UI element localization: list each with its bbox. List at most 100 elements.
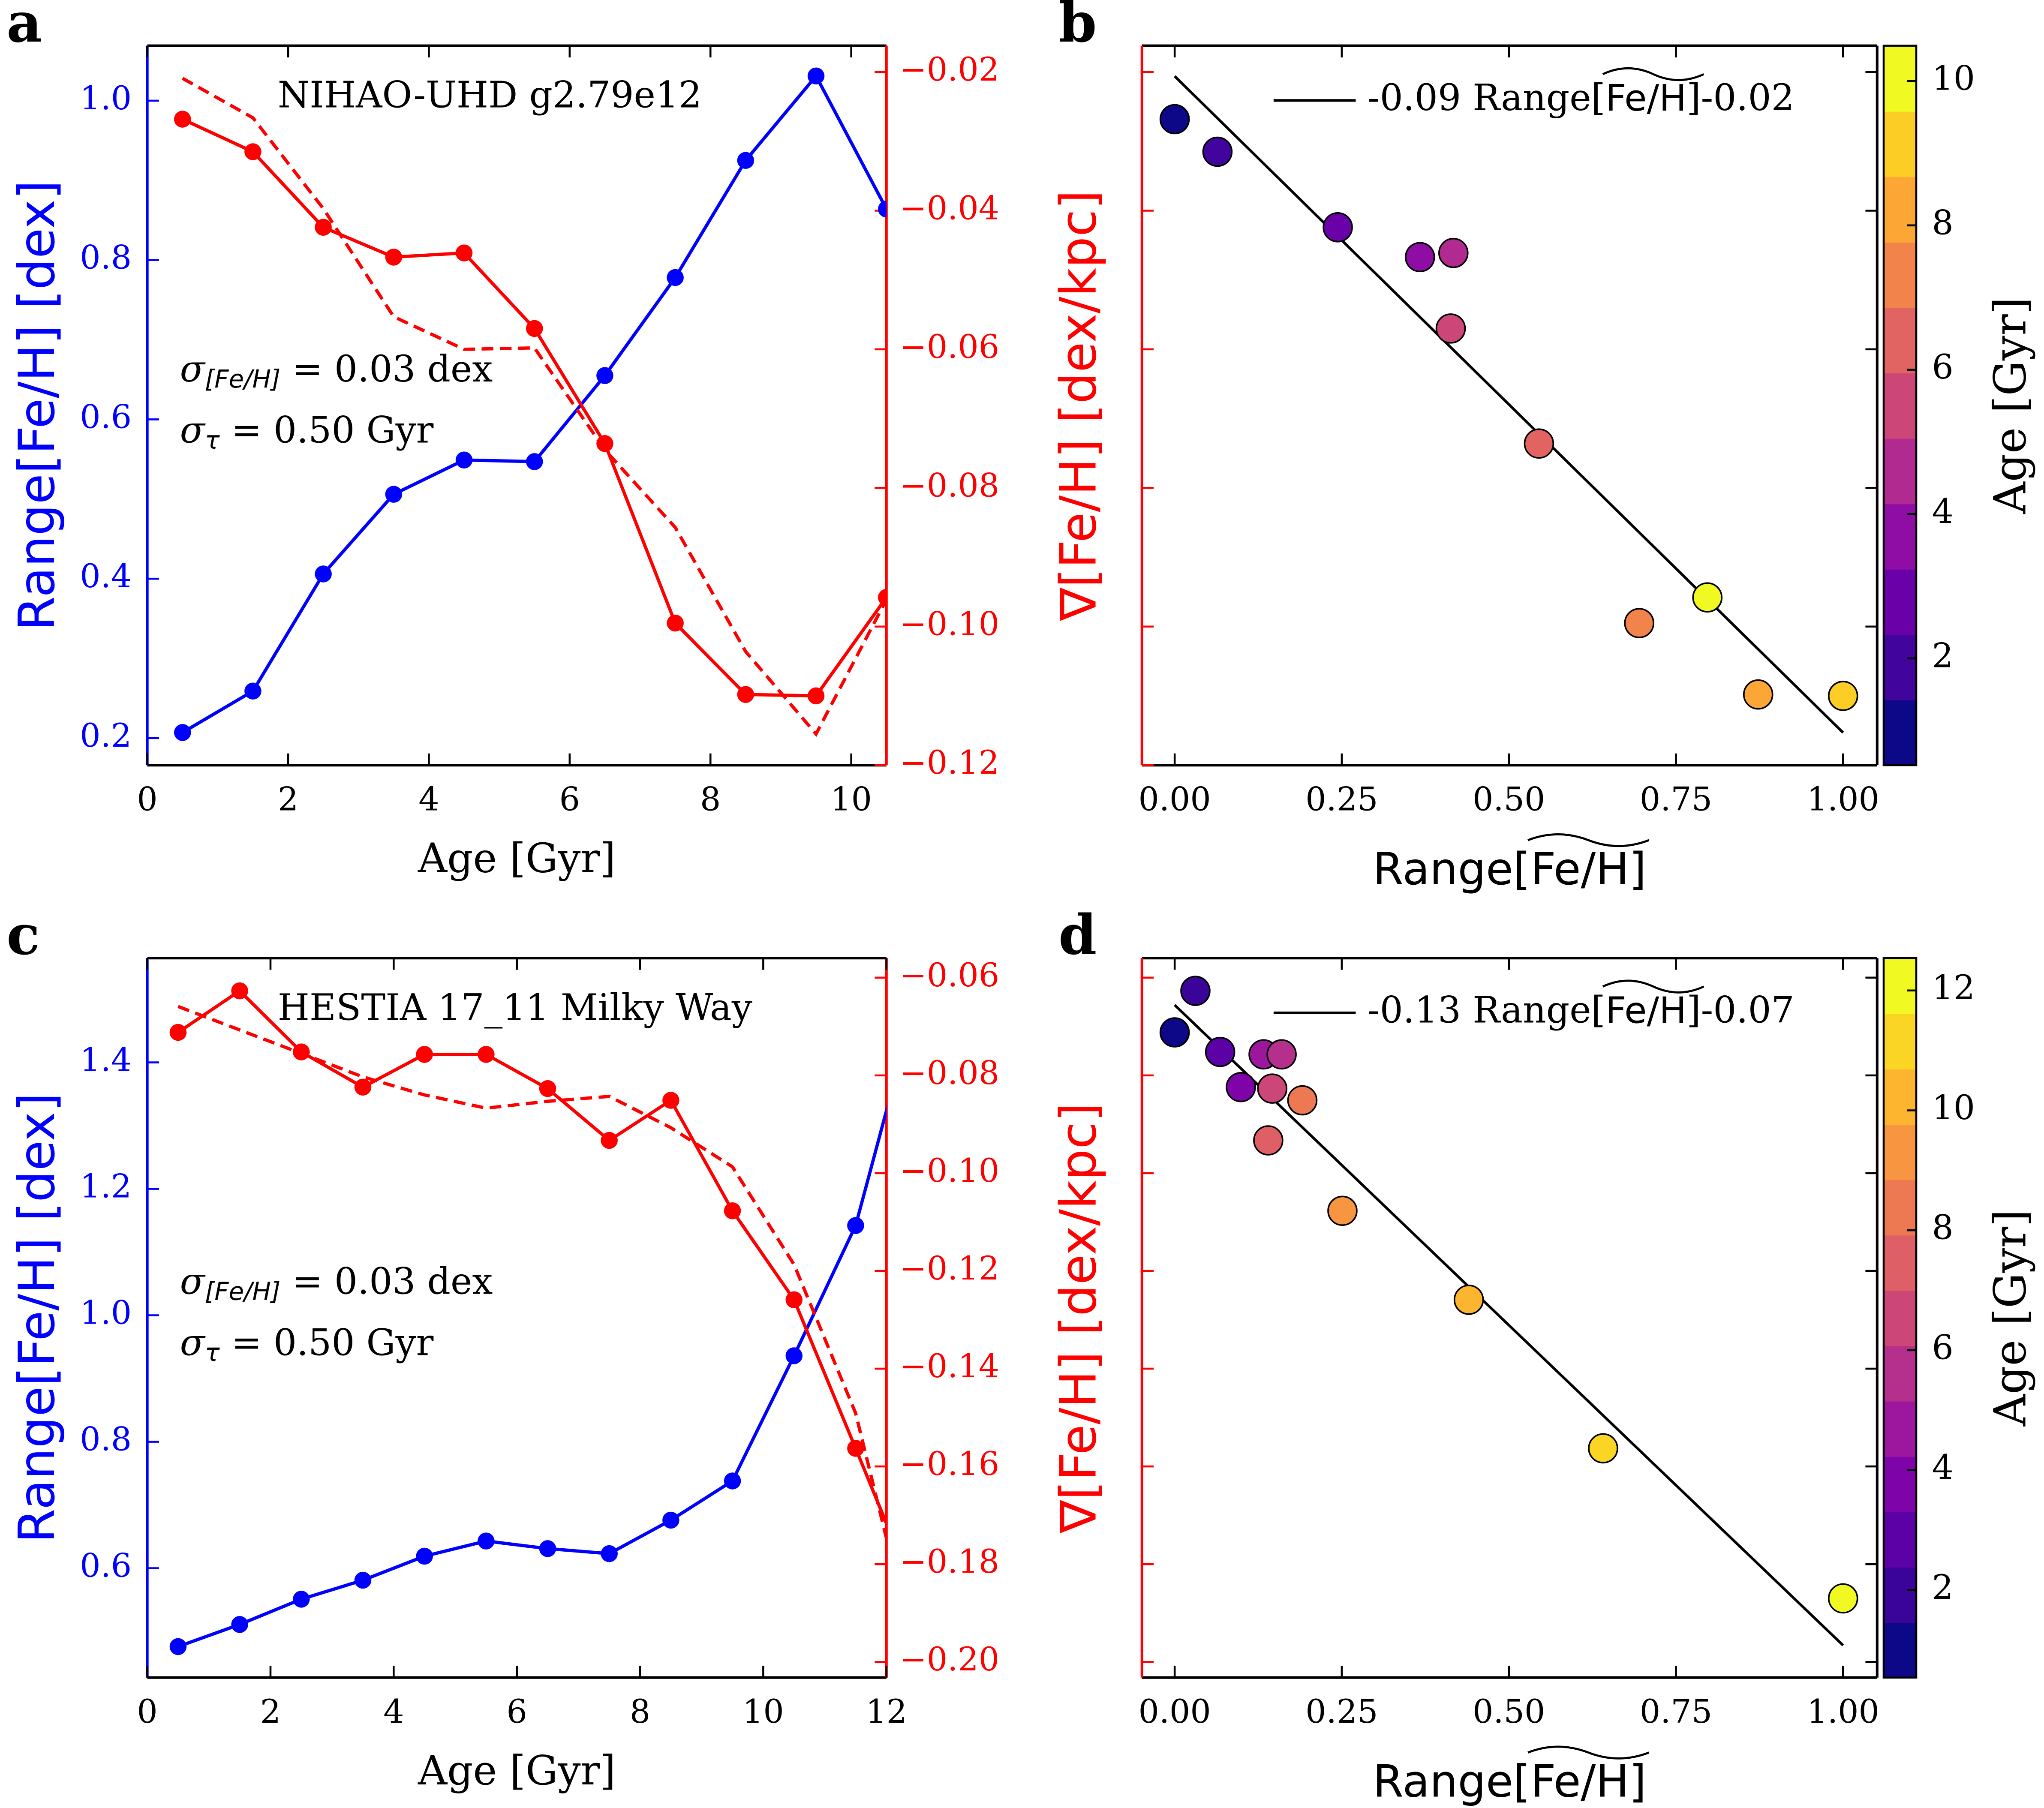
- colorbar-tick-label: 6: [1932, 1327, 1953, 1367]
- x-tick-label: 0.75: [1640, 1692, 1712, 1730]
- annotation-symbol: σ: [180, 1321, 206, 1364]
- annotation: σ[Fe/H] = 0.03 dex: [180, 1260, 493, 1306]
- x-tick-label: 0.25: [1305, 1692, 1378, 1730]
- legend-label: Fe/H: [1605, 77, 1686, 120]
- colorbar-band: [1883, 45, 1916, 112]
- scatter-point: [1828, 1583, 1858, 1614]
- series-marker: [315, 219, 332, 236]
- fit-line: [1174, 75, 1844, 734]
- y-tick-label: 1.0: [80, 1294, 132, 1332]
- colorbar-band: [1883, 1622, 1916, 1679]
- colorbar-band: [1883, 1345, 1916, 1402]
- colorbar-frame: [1882, 957, 1918, 1679]
- series-marker: [785, 1347, 803, 1364]
- y-tick-label: 0.2: [80, 716, 132, 754]
- annotation-subscript: [Fe/H]: [205, 1276, 281, 1306]
- tilde: [1602, 67, 1704, 81]
- annotation-text: = 0.03 dex: [280, 1260, 493, 1303]
- y2-tick-label: −0.18: [899, 1542, 999, 1580]
- colorbar-band: [1883, 1234, 1916, 1291]
- legend-label: -0.09 Range[: [1368, 77, 1605, 119]
- y-axis-label: ∇[Fe/H] [dex/kpc]: [1050, 190, 1108, 621]
- annotation-symbol: σ: [180, 1260, 206, 1303]
- colorbar-band: [1883, 372, 1916, 439]
- x-tick-label: 10: [830, 780, 872, 818]
- y2-tick-label: −0.10: [899, 1151, 999, 1189]
- series-marker: [293, 1591, 310, 1608]
- colorbar-tick-label: 12: [1932, 968, 1975, 1007]
- x-axis-label: Fe/H: [1530, 844, 1629, 895]
- colorbar-band: [1883, 1456, 1916, 1512]
- x-tick-label: 0.50: [1473, 780, 1545, 818]
- series-marker: [315, 565, 332, 583]
- scatter-point: [1624, 608, 1655, 638]
- series-marker: [354, 1571, 372, 1589]
- series-line: [181, 73, 887, 734]
- series-marker: [724, 1202, 741, 1219]
- colorbar-tick-label: 6: [1932, 347, 1953, 387]
- scatter-point: [1266, 1039, 1297, 1070]
- x-tick-label: 2: [278, 780, 298, 818]
- y-tick-label: 1.4: [80, 1041, 132, 1079]
- y-tick-label: 0.4: [80, 557, 132, 595]
- x-tick-label: 0.25: [1305, 780, 1378, 818]
- colorbar-band: [1883, 1290, 1916, 1346]
- colorbar-tick-label: 8: [1932, 203, 1953, 242]
- colorbar-label: Age [Gyr]: [1985, 1209, 2036, 1427]
- series-marker: [667, 614, 684, 632]
- scatter-point: [1438, 237, 1469, 268]
- legend-label: ]-0.02: [1686, 77, 1795, 119]
- annotation-text: = 0.03 dex: [280, 348, 493, 390]
- annotation-subscript: τ: [205, 426, 220, 455]
- series-marker: [737, 152, 754, 169]
- tilde: [1602, 979, 1704, 994]
- series-marker: [662, 1092, 679, 1109]
- panel-label: a: [6, 0, 42, 55]
- y-tick-label: 1.2: [80, 1167, 132, 1205]
- panel-label: b: [1058, 0, 1097, 55]
- x-tick-label: 0.00: [1139, 1692, 1211, 1730]
- y2-tick-label: −0.02: [899, 50, 999, 88]
- colorbar-tick-label: 8: [1932, 1208, 1953, 1247]
- series-marker: [526, 320, 543, 337]
- x-axis-label: ]: [1629, 1756, 1646, 1807]
- x-axis-label: Range[: [1373, 844, 1530, 895]
- colorbar-band: [1883, 242, 1916, 308]
- series-marker: [385, 249, 403, 266]
- x-axis-label: Range[: [1373, 1756, 1530, 1807]
- panel-label: d: [1058, 903, 1097, 967]
- x-tick-label: 0: [137, 1692, 157, 1730]
- colorbar-band: [1883, 111, 1916, 177]
- series-marker: [737, 686, 754, 703]
- colorbar-band: [1883, 634, 1916, 701]
- legend-label: ]-0.07: [1686, 989, 1795, 1031]
- x-tick-label: 1.00: [1807, 780, 1879, 818]
- series-marker: [169, 1024, 187, 1041]
- x-axis-label: Age [Gyr]: [418, 1748, 616, 1794]
- colorbar-tick-label: 2: [1932, 1568, 1953, 1607]
- colorbar-tick-label: 10: [1932, 1088, 1975, 1127]
- series-marker: [174, 724, 191, 741]
- series-marker: [601, 1132, 618, 1149]
- x-tick-label: 10: [742, 1692, 784, 1730]
- annotation-subscript: [Fe/H]: [205, 364, 281, 393]
- tilde: [1527, 1745, 1650, 1760]
- annotation-text: = 0.50 Gyr: [220, 409, 434, 451]
- series-marker: [385, 486, 403, 503]
- y2-tick-label: −0.06: [899, 327, 999, 366]
- series-marker: [416, 1547, 433, 1565]
- fit-line: [1174, 1004, 1844, 1646]
- annotation-symbol: σ: [180, 409, 206, 451]
- colorbar-tick-label: 10: [1932, 59, 1975, 98]
- scatter-point: [1453, 1284, 1484, 1315]
- panel-annotation: NIHAO-UHD g2.79e12: [278, 74, 702, 117]
- legend-label: -0.13 Range[: [1368, 989, 1605, 1031]
- series-marker: [807, 67, 825, 85]
- colorbar-band: [1883, 1511, 1916, 1568]
- colorbar-band: [1883, 438, 1916, 505]
- scatter-point: [1205, 1036, 1235, 1067]
- scatter-point: [1828, 681, 1858, 711]
- series-line: [177, 1005, 887, 1545]
- y2-tick-label: −0.10: [899, 605, 999, 643]
- scatter-point: [1327, 1195, 1358, 1226]
